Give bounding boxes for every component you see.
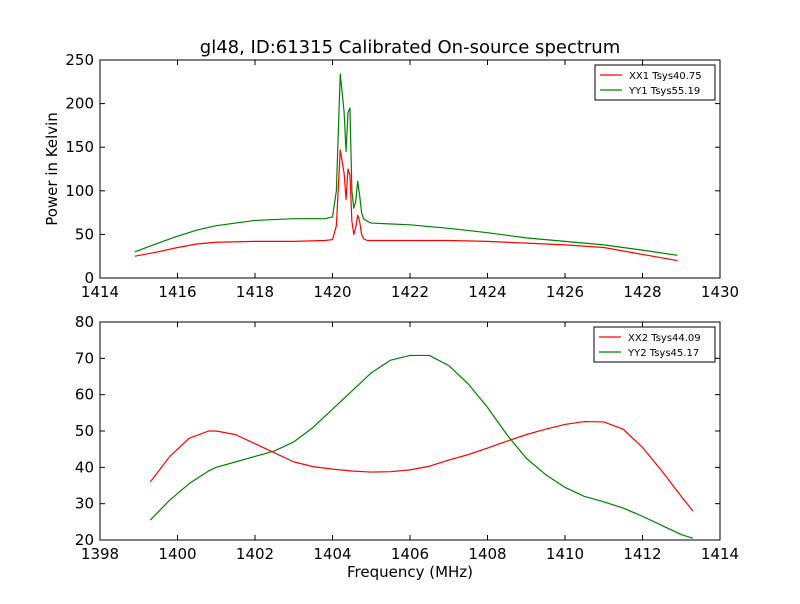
legend: XX1 Tsys40.75 YY1 Tsys55.19 <box>594 64 716 101</box>
x-tick-label: 1418 <box>236 283 274 301</box>
legend-label: YY2 Tsys45.17 <box>627 348 699 359</box>
x-axis-label: Frequency (MHz) <box>347 563 473 581</box>
bottom-chart-panel: 1398 1400 1402 1404 1406 1408 1410 1412 1414 20 30… <box>75 313 739 563</box>
y-tick-label: 150 <box>65 138 94 156</box>
y-tick-label: 50 <box>75 422 94 440</box>
x-tick-label: 1424 <box>468 283 506 301</box>
x-tick-label: 1402 <box>236 545 274 563</box>
legend-label: XX1 Tsys40.75 <box>629 71 702 82</box>
x-tick-label: 1414 <box>81 283 119 301</box>
y-tick-label: 0 <box>84 269 94 287</box>
legend: XX2 Tsys44.09 YY2 Tsys45.17 <box>593 326 716 363</box>
x-tick-label: 1410 <box>546 545 584 563</box>
legend-label: XX2 Tsys44.09 <box>628 333 701 344</box>
x-tick-label: 1404 <box>313 545 351 563</box>
x-tick-label: 1430 <box>701 283 739 301</box>
y-tick-label: 30 <box>75 495 94 513</box>
series-line-0-1 <box>134 73 678 256</box>
y-tick-label: 50 <box>75 225 94 243</box>
x-tick-label: 1414 <box>701 545 739 563</box>
series-line-1-1 <box>149 354 694 539</box>
top-chart-panel: 1414 1416 1418 1420 1422 1424 1426 1428 1430 0 50 1… <box>65 51 739 301</box>
x-tick-label: 1406 <box>391 545 429 563</box>
y-tick-label: 250 <box>65 51 94 69</box>
x-tick-label: 1420 <box>313 283 351 301</box>
y-tick-label: 100 <box>65 182 94 200</box>
y-tick-label: 200 <box>65 95 94 113</box>
y-tick-label: 80 <box>75 313 94 331</box>
y-tick-label: 40 <box>75 458 94 476</box>
x-tick-label: 1416 <box>158 283 196 301</box>
x-tick-label: 1428 <box>623 283 661 301</box>
y-tick-label: 60 <box>75 386 94 404</box>
chart-title: gl48, ID:61315 Calibrated On-source spec… <box>200 37 620 58</box>
x-tick-label: 1426 <box>546 283 584 301</box>
legend-box <box>594 64 716 101</box>
y-tick-label: 70 <box>75 349 94 367</box>
y-tick-label: 20 <box>75 531 94 549</box>
legend-box <box>593 326 716 363</box>
legend-label: YY1 Tsys55.19 <box>628 86 700 97</box>
x-tick-label: 1422 <box>391 283 429 301</box>
x-tick-label: 1412 <box>623 545 661 563</box>
series-line-1-0 <box>149 420 694 512</box>
y-axis-label: Power in Kelvin <box>43 112 61 226</box>
x-tick-label: 1398 <box>81 545 119 563</box>
x-tick-label: 1400 <box>158 545 196 563</box>
series-line-0-0 <box>134 149 678 262</box>
x-tick-label: 1408 <box>468 545 506 563</box>
